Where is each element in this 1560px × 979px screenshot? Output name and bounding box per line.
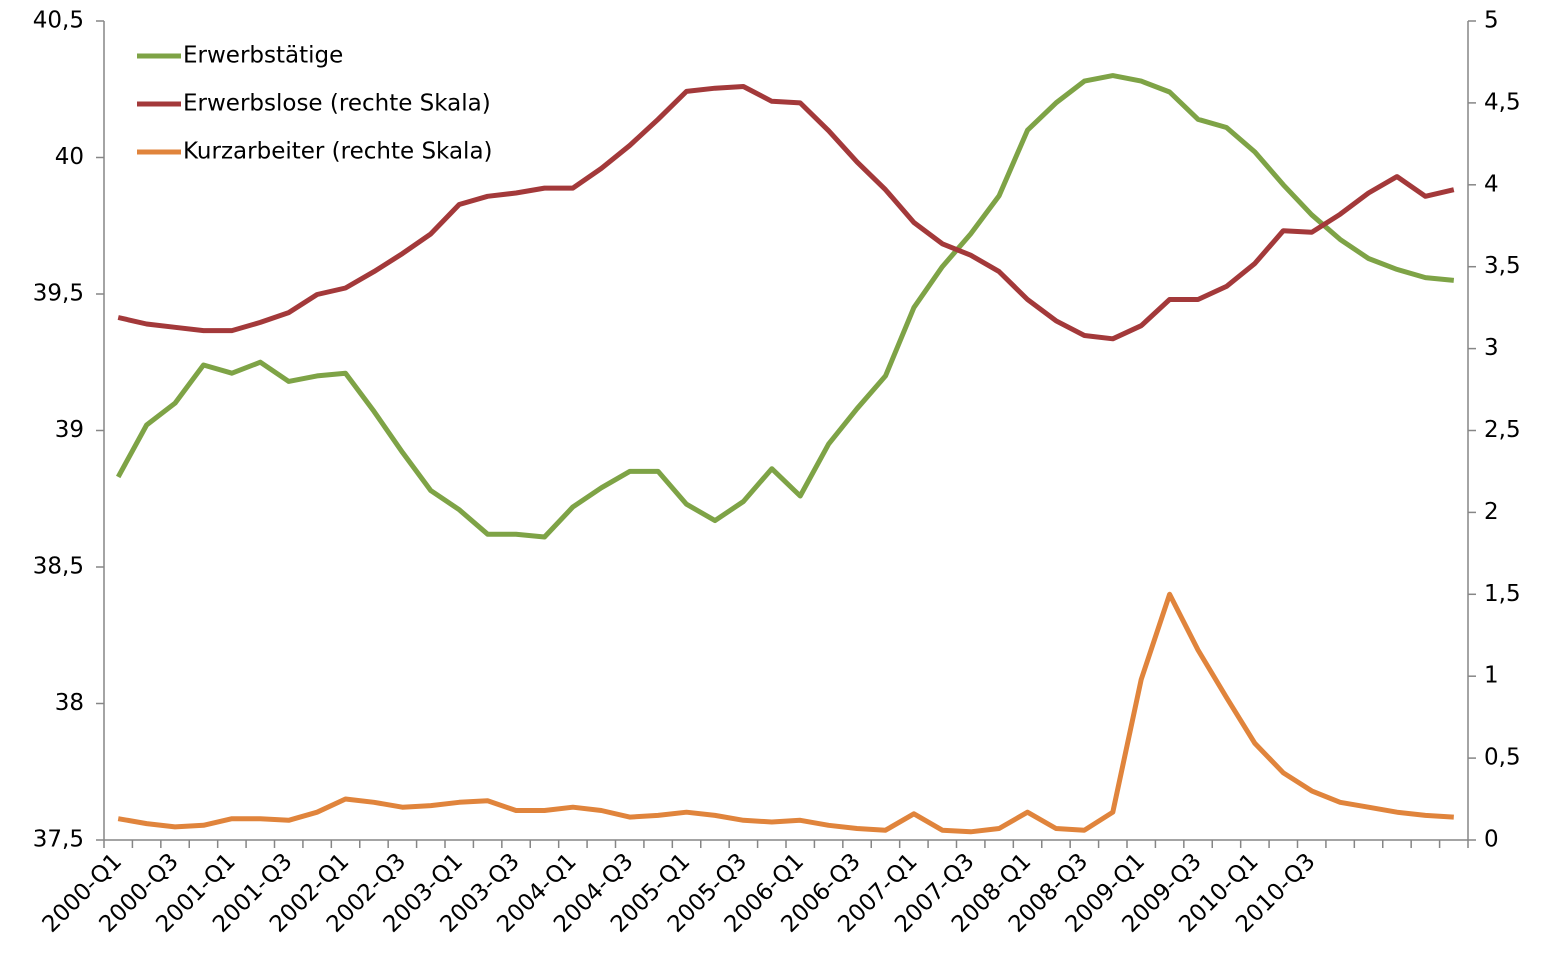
y-tick-label: 37,5 — [33, 827, 84, 853]
y2-tick-label: 0 — [1484, 827, 1499, 853]
series-line — [117, 84, 1455, 342]
y2-tick-label: 0,5 — [1484, 745, 1521, 771]
y2-tick-label: 4,5 — [1484, 89, 1521, 115]
y2-tick-label: 3,5 — [1484, 253, 1521, 279]
y-tick-label: 39 — [55, 417, 84, 443]
y2-tick-label: 2 — [1484, 499, 1499, 525]
legend-label: Kurzarbeiter (rechte Skala) — [183, 139, 493, 165]
y2-tick-label: 3 — [1484, 335, 1499, 361]
series-line — [116, 73, 1455, 540]
series-line — [117, 591, 1454, 835]
y2-tick-label: 1,5 — [1484, 581, 1521, 607]
y2-tick-label: 2,5 — [1484, 417, 1521, 443]
legend-label: Erwerbstätige — [183, 43, 343, 69]
y-tick-label: 38,5 — [33, 554, 84, 580]
legend-label: Erwerbslose (rechte Skala) — [183, 91, 491, 117]
y2-tick-label: 1 — [1484, 663, 1499, 689]
y-tick-label: 40 — [55, 144, 84, 170]
y-tick-label: 39,5 — [33, 281, 84, 307]
y2-tick-label: 4 — [1484, 171, 1499, 197]
y2-tick-label: 5 — [1484, 8, 1499, 34]
y-tick-label: 38 — [55, 690, 84, 716]
y-tick-label: 40,5 — [33, 8, 84, 34]
